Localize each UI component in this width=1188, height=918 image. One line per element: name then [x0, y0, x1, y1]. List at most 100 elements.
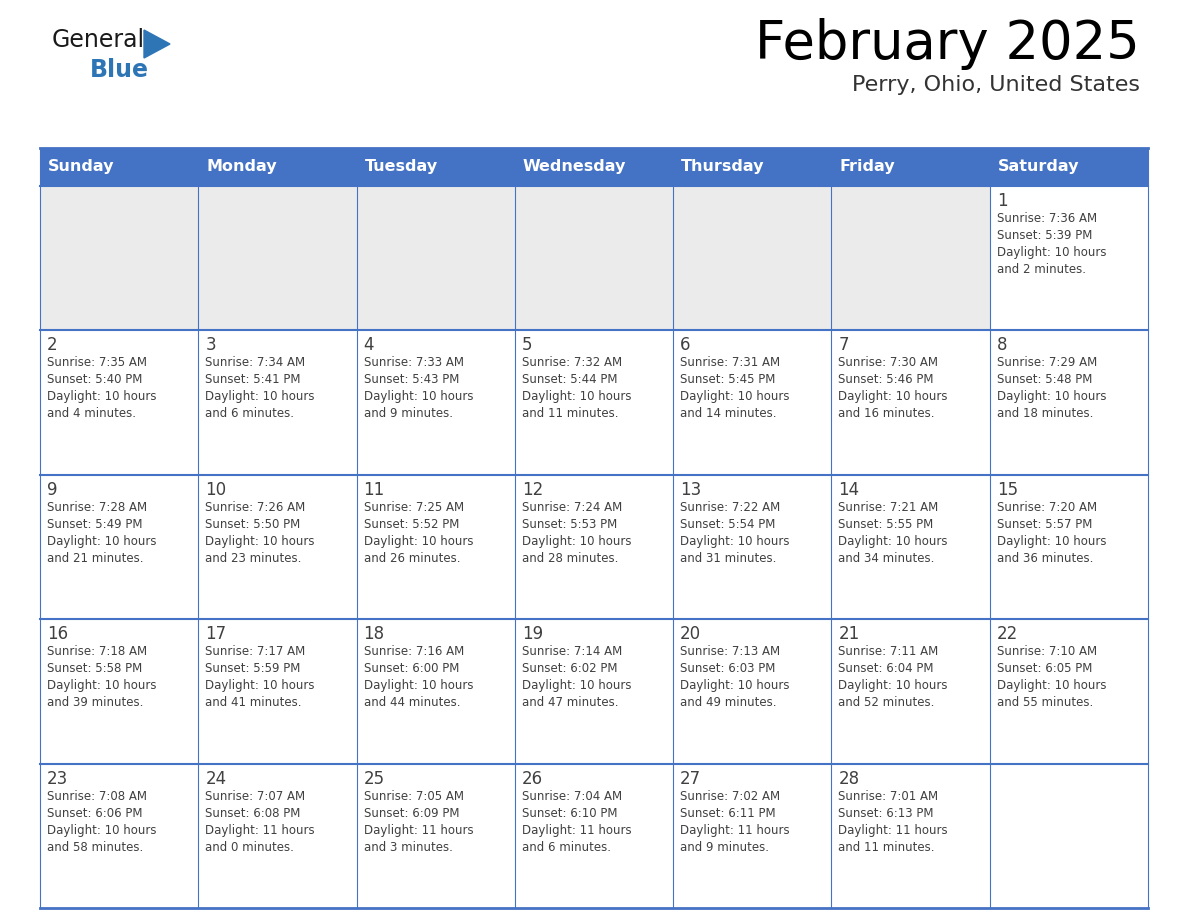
- Text: Sunrise: 7:01 AM: Sunrise: 7:01 AM: [839, 789, 939, 802]
- Bar: [514, 475, 674, 620]
- Text: Perry, Ohio, United States: Perry, Ohio, United States: [852, 75, 1140, 95]
- Text: Daylight: 11 hours: Daylight: 11 hours: [206, 823, 315, 836]
- Text: Sunrise: 7:33 AM: Sunrise: 7:33 AM: [364, 356, 463, 369]
- Text: 7: 7: [839, 336, 849, 354]
- Text: Sunset: 6:04 PM: Sunset: 6:04 PM: [839, 662, 934, 676]
- Text: Daylight: 10 hours: Daylight: 10 hours: [522, 535, 631, 548]
- Text: Sunset: 5:44 PM: Sunset: 5:44 PM: [522, 374, 618, 386]
- Bar: [674, 148, 832, 186]
- Text: Sunrise: 7:02 AM: Sunrise: 7:02 AM: [681, 789, 781, 802]
- Text: and 49 minutes.: and 49 minutes.: [681, 696, 777, 710]
- Text: Sunset: 6:05 PM: Sunset: 6:05 PM: [997, 662, 1092, 676]
- Text: Sunrise: 7:26 AM: Sunrise: 7:26 AM: [206, 501, 305, 514]
- Text: Daylight: 10 hours: Daylight: 10 hours: [206, 390, 315, 403]
- Text: Sunrise: 7:17 AM: Sunrise: 7:17 AM: [206, 645, 305, 658]
- Text: 18: 18: [364, 625, 385, 644]
- Bar: [356, 620, 514, 764]
- Bar: [832, 330, 990, 475]
- Text: 27: 27: [681, 769, 701, 788]
- Bar: [356, 330, 514, 475]
- Text: and 55 minutes.: and 55 minutes.: [997, 696, 1093, 710]
- Bar: [674, 330, 832, 475]
- Text: Sunrise: 7:14 AM: Sunrise: 7:14 AM: [522, 645, 623, 658]
- Bar: [198, 475, 356, 620]
- Text: Daylight: 10 hours: Daylight: 10 hours: [839, 535, 948, 548]
- Text: Sunrise: 7:07 AM: Sunrise: 7:07 AM: [206, 789, 305, 802]
- Text: Blue: Blue: [90, 58, 148, 82]
- Text: Sunrise: 7:21 AM: Sunrise: 7:21 AM: [839, 501, 939, 514]
- Bar: [40, 475, 198, 620]
- Text: 9: 9: [48, 481, 57, 498]
- Bar: [198, 764, 356, 908]
- Text: Daylight: 10 hours: Daylight: 10 hours: [522, 390, 631, 403]
- Text: Daylight: 10 hours: Daylight: 10 hours: [364, 679, 473, 692]
- Text: Sunset: 5:52 PM: Sunset: 5:52 PM: [364, 518, 459, 531]
- Text: February 2025: February 2025: [756, 18, 1140, 70]
- Text: Daylight: 11 hours: Daylight: 11 hours: [681, 823, 790, 836]
- Text: and 34 minutes.: and 34 minutes.: [839, 552, 935, 565]
- Bar: [514, 764, 674, 908]
- Text: 1: 1: [997, 192, 1007, 210]
- Text: Sunset: 5:48 PM: Sunset: 5:48 PM: [997, 374, 1092, 386]
- Bar: [356, 764, 514, 908]
- Text: Sunrise: 7:28 AM: Sunrise: 7:28 AM: [48, 501, 147, 514]
- Text: and 36 minutes.: and 36 minutes.: [997, 552, 1093, 565]
- Bar: [674, 186, 832, 330]
- Text: Sunrise: 7:08 AM: Sunrise: 7:08 AM: [48, 789, 147, 802]
- Text: and 18 minutes.: and 18 minutes.: [997, 408, 1093, 420]
- Text: Sunrise: 7:11 AM: Sunrise: 7:11 AM: [839, 645, 939, 658]
- Text: Sunset: 5:39 PM: Sunset: 5:39 PM: [997, 229, 1092, 242]
- Text: 19: 19: [522, 625, 543, 644]
- Bar: [514, 620, 674, 764]
- Text: Daylight: 10 hours: Daylight: 10 hours: [48, 535, 157, 548]
- Text: Sunrise: 7:29 AM: Sunrise: 7:29 AM: [997, 356, 1097, 369]
- Text: 26: 26: [522, 769, 543, 788]
- Bar: [832, 475, 990, 620]
- Text: Sunrise: 7:10 AM: Sunrise: 7:10 AM: [997, 645, 1097, 658]
- Text: Sunrise: 7:22 AM: Sunrise: 7:22 AM: [681, 501, 781, 514]
- Bar: [40, 148, 198, 186]
- Text: Daylight: 10 hours: Daylight: 10 hours: [839, 390, 948, 403]
- Bar: [40, 330, 198, 475]
- Text: Sunset: 6:03 PM: Sunset: 6:03 PM: [681, 662, 776, 676]
- Bar: [990, 475, 1148, 620]
- Text: Sunset: 5:46 PM: Sunset: 5:46 PM: [839, 374, 934, 386]
- Text: Daylight: 10 hours: Daylight: 10 hours: [681, 679, 790, 692]
- Text: 28: 28: [839, 769, 860, 788]
- Text: Sunset: 5:58 PM: Sunset: 5:58 PM: [48, 662, 143, 676]
- Text: 8: 8: [997, 336, 1007, 354]
- Text: Daylight: 10 hours: Daylight: 10 hours: [997, 390, 1106, 403]
- Text: Sunrise: 7:35 AM: Sunrise: 7:35 AM: [48, 356, 147, 369]
- Bar: [514, 186, 674, 330]
- Bar: [198, 330, 356, 475]
- Bar: [514, 330, 674, 475]
- Text: Daylight: 10 hours: Daylight: 10 hours: [997, 679, 1106, 692]
- Text: Daylight: 10 hours: Daylight: 10 hours: [206, 679, 315, 692]
- Text: Sunset: 5:50 PM: Sunset: 5:50 PM: [206, 518, 301, 531]
- Text: Daylight: 11 hours: Daylight: 11 hours: [522, 823, 632, 836]
- Text: and 6 minutes.: and 6 minutes.: [206, 408, 295, 420]
- Text: Sunset: 5:40 PM: Sunset: 5:40 PM: [48, 374, 143, 386]
- Text: Sunrise: 7:04 AM: Sunrise: 7:04 AM: [522, 789, 623, 802]
- Text: Sunset: 5:54 PM: Sunset: 5:54 PM: [681, 518, 776, 531]
- Text: Sunrise: 7:18 AM: Sunrise: 7:18 AM: [48, 645, 147, 658]
- Text: Daylight: 11 hours: Daylight: 11 hours: [839, 823, 948, 836]
- Text: Daylight: 10 hours: Daylight: 10 hours: [364, 390, 473, 403]
- Text: Sunset: 6:08 PM: Sunset: 6:08 PM: [206, 807, 301, 820]
- Text: Sunset: 6:02 PM: Sunset: 6:02 PM: [522, 662, 618, 676]
- Text: 25: 25: [364, 769, 385, 788]
- Text: Daylight: 10 hours: Daylight: 10 hours: [997, 535, 1106, 548]
- Text: and 21 minutes.: and 21 minutes.: [48, 552, 144, 565]
- Text: and 9 minutes.: and 9 minutes.: [681, 841, 769, 854]
- Bar: [198, 186, 356, 330]
- Bar: [990, 764, 1148, 908]
- Text: 11: 11: [364, 481, 385, 498]
- Bar: [990, 330, 1148, 475]
- Bar: [674, 620, 832, 764]
- Bar: [198, 620, 356, 764]
- Text: Sunrise: 7:13 AM: Sunrise: 7:13 AM: [681, 645, 781, 658]
- Text: Daylight: 10 hours: Daylight: 10 hours: [997, 246, 1106, 259]
- Bar: [356, 148, 514, 186]
- Bar: [990, 148, 1148, 186]
- Text: 15: 15: [997, 481, 1018, 498]
